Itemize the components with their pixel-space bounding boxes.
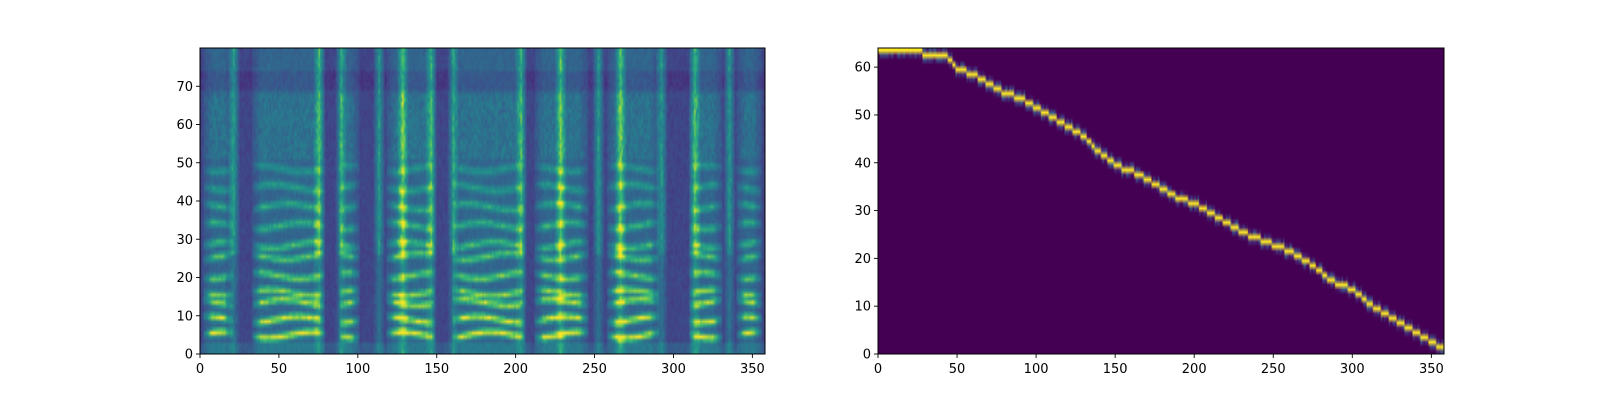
x-tick-label: 250	[582, 362, 607, 377]
y-tick-label: 40	[854, 156, 871, 171]
x-tick-label: 150	[1103, 362, 1128, 377]
alignment-y-axis: 0 10 20 30 40 50 60	[854, 61, 878, 363]
y-tick-label: 40	[176, 195, 193, 210]
x-tick-label: 200	[503, 362, 528, 377]
spectrogram-image	[200, 48, 765, 354]
y-tick-label: 60	[854, 61, 871, 76]
spectrogram-y-axis: 0 10 20 30 40 50 60 70	[176, 80, 200, 363]
x-tick-label: 150	[424, 362, 449, 377]
x-tick-label: 250	[1261, 362, 1286, 377]
y-tick-label: 50	[854, 108, 871, 123]
x-tick-label: 100	[345, 362, 370, 377]
x-tick-label: 200	[1182, 362, 1207, 377]
y-tick-label: 50	[176, 156, 193, 171]
alignment-frame	[877, 47, 1445, 355]
y-tick-label: 0	[863, 348, 871, 363]
x-tick-label: 100	[1024, 362, 1049, 377]
alignment-image	[878, 48, 1444, 354]
alignment-x-axis: 0 50 100 150 200 250 300 350	[874, 354, 1444, 377]
x-tick-label: 0	[196, 362, 204, 377]
y-tick-label: 30	[854, 204, 871, 219]
y-tick-label: 10	[176, 309, 193, 324]
x-tick-label: 0	[874, 362, 882, 377]
y-tick-label: 0	[185, 348, 193, 363]
y-tick-label: 30	[176, 233, 193, 248]
spectrogram-panel: 0 50 100 150 200 250 300 350 0 10 20 30 40 50 60 70	[176, 47, 766, 377]
spectrogram-x-axis: 0 50 100 150 200 250 300 350	[196, 354, 765, 377]
y-tick-label: 70	[176, 80, 193, 95]
y-tick-label: 20	[176, 271, 193, 286]
x-tick-label: 350	[740, 362, 765, 377]
x-tick-label: 300	[1340, 362, 1365, 377]
y-tick-label: 10	[854, 300, 871, 315]
x-tick-label: 50	[271, 362, 288, 377]
y-tick-label: 20	[854, 252, 871, 267]
x-tick-label: 300	[661, 362, 686, 377]
x-tick-label: 350	[1419, 362, 1444, 377]
alignment-panel: 0 50 100 150 200 250 300 350 0 10 20 30 40 50 60	[854, 47, 1445, 377]
x-tick-label: 50	[949, 362, 966, 377]
y-tick-label: 60	[176, 118, 193, 133]
